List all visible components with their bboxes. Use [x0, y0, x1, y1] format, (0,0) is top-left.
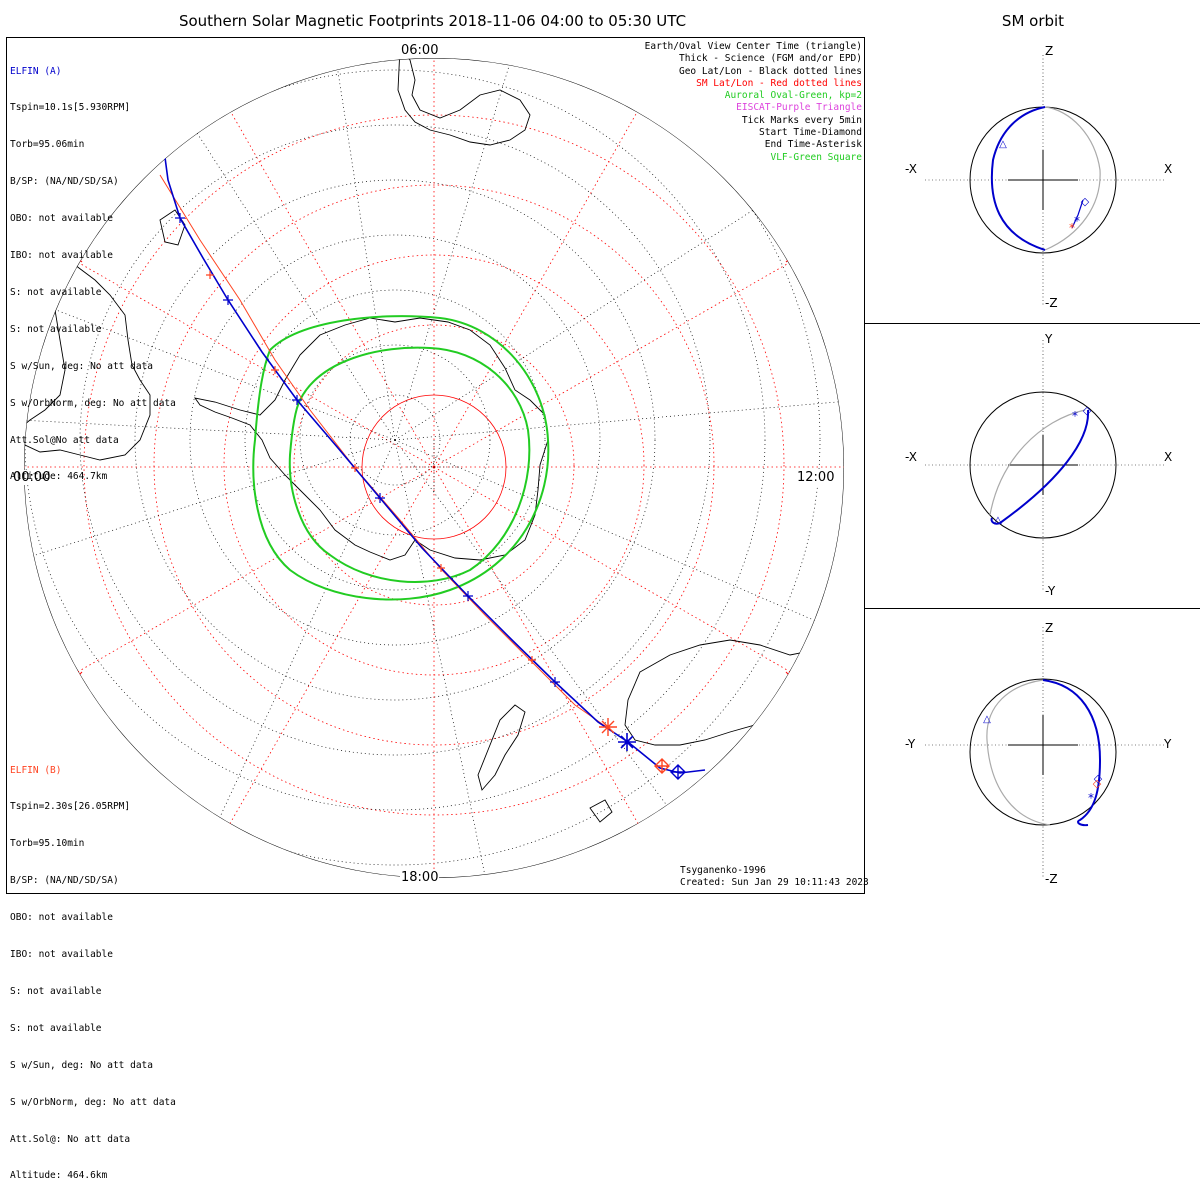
svg-text:△: △ [983, 714, 991, 725]
svg-text:◇: ◇ [1094, 772, 1103, 785]
orbit2-axis-bottom: -Y [1045, 584, 1056, 598]
elfin-a-ticks [175, 213, 560, 687]
elfin-b-line: Altitude: 464.6km [10, 1170, 108, 1182]
elfin-b-start-diamond [654, 758, 670, 774]
orbit3-axis-bottom: -Z [1045, 872, 1058, 886]
orbit2-axis-left: -X [905, 450, 917, 464]
legend-entry: Earth/Oval View Center Time (triangle) [644, 41, 862, 52]
elfin-b-name: ELFIN (B) [10, 764, 62, 776]
legend-entry: End Time-Asterisk [764, 139, 862, 151]
africa-coastline [397, 58, 531, 146]
geo-lat-circles [24, 58, 821, 866]
orbit2-axis-right: X [1164, 450, 1173, 464]
legend-entry: Tick Marks every 5min [741, 114, 862, 126]
hour-label-top: 06:00 [400, 43, 440, 58]
plot-title: Southern Solar Magnetic Footprints 2018-… [178, 12, 687, 30]
orbit3-axis-left: -Y [905, 737, 916, 751]
elfin-a-line: IBO: not available [10, 250, 113, 262]
antarctica-coastline [193, 317, 549, 561]
orbit-title: SM orbit [1001, 12, 1065, 30]
svg-text:◇: ◇ [1083, 404, 1092, 417]
orbit2-axis-top: Y [1045, 332, 1053, 346]
tasmania-coastline [589, 799, 613, 823]
elfin-a-line: Torb=95.06min [10, 139, 85, 151]
model-name: Tsyganenko-1996 [680, 865, 766, 876]
svg-text:◇: ◇ [1081, 195, 1090, 208]
svg-text:*: * [1074, 214, 1080, 228]
elfin-b-line: Torb=95.10min [10, 838, 85, 850]
elfin-b-line: S w/Sun, deg: No att data [10, 1059, 153, 1071]
center-mark [407, 440, 461, 494]
orbit-panel-xz: △ ◇ * * [925, 55, 1165, 305]
svg-text:*: * [1072, 409, 1078, 423]
svg-text:*: * [1069, 221, 1075, 235]
svg-text:*: * [1088, 791, 1094, 805]
elfin-b-ticks [206, 271, 536, 664]
credit-block: Tsyganenko-1996 Created: Sun Jan 29 10:1… [680, 865, 869, 890]
elfin-b-line: OBO: not available [10, 912, 113, 924]
elfin-a-line: S: not available [10, 286, 102, 298]
orbit1-axis-bottom: -Z [1045, 296, 1058, 310]
south-america-coastline [24, 249, 151, 461]
orbit3-axis-right: Y [1164, 737, 1172, 751]
orbit1-axis-left: -X [905, 162, 917, 176]
elfin-b-line: B/SP: (NA/ND/SD/SA) [10, 875, 119, 887]
elfin-b-line: S: not available [10, 985, 102, 997]
svg-text:△: △ [999, 139, 1007, 150]
elfin-a-line: Tspin=10.1s[5.930RPM] [10, 102, 131, 114]
elfin-b-line: IBO: not available [10, 949, 113, 961]
orbit-panel-yz: △ ◇ * ◇ [925, 627, 1165, 877]
elfin-a-line: B/SP: (NA/ND/SD/SA) [10, 176, 119, 188]
created-timestamp: Created: Sun Jan 29 10:11:43 2023 [680, 877, 869, 889]
legend-entry: EISCAT-Purple Triangle [736, 102, 862, 114]
elfin-a-line: S w/Sun, deg: No att data [10, 360, 153, 372]
hour-label-bottom: 18:00 [400, 870, 440, 885]
elfin-a-line: S w/OrbNorm, deg: No att data [10, 397, 176, 409]
svg-text:△: △ [994, 515, 1002, 526]
sm-lon-lines [24, 58, 844, 878]
elfin-b-line: Tspin=2.30s[26.05RPM] [10, 801, 131, 813]
orbit-panel-xy: * ◇ △ [925, 340, 1165, 590]
svg-text:◇: ◇ [1093, 777, 1102, 790]
elfin-a-name: ELFIN (A) [10, 65, 62, 77]
legend: Earth/Oval View Center Time (triangle) T… [645, 41, 862, 164]
legend-entry: Auroral Oval-Green, kp=2 [724, 90, 862, 102]
elfin-a-info: ELFIN (A) Tspin=10.1s[5.930RPM] Torb=95.… [10, 41, 176, 496]
orbit3-axis-top: Z [1045, 621, 1054, 635]
legend-entry: Start Time-Diamond [759, 127, 862, 139]
legend-entry: SM Lat/Lon - Red dotted lines [696, 77, 862, 89]
legend-entry: Geo Lat/Lon - Black dotted lines [678, 65, 862, 77]
elfin-b-line: S w/OrbNorm, deg: No att data [10, 1096, 176, 1108]
elfin-b-line: Att.Sol@: No att data [10, 1133, 131, 1145]
auroral-oval-inner [288, 346, 531, 583]
hour-label-right: 12:00 [796, 470, 836, 485]
elfin-b-info: ELFIN (B) Tspin=2.30s[26.05RPM] Torb=95.… [10, 740, 176, 1195]
legend-entry: VLF-Green Square [770, 151, 862, 163]
elfin-a-line: Att.Sol@No att data [10, 434, 119, 446]
elfin-a-line: Altitude: 464.7km [10, 471, 108, 483]
elfin-a-line: OBO: not available [10, 213, 113, 225]
legend-entry: Thick - Science (FGM and/or EPD) [678, 53, 862, 65]
elfin-a-end-asterisk [618, 733, 636, 751]
new-zealand-coastline [477, 704, 526, 791]
elfin-a-start-diamond [670, 764, 686, 780]
auroral-oval-outer [252, 315, 550, 601]
hour-label-left: 00:00 [12, 470, 52, 485]
elfin-b-line: S: not available [10, 1022, 102, 1034]
polar-footprint-map: △ ◇ * * * ◇ △ △ ◇ * ◇ [6, 37, 1200, 894]
elfin-b-end-asterisk [599, 718, 617, 736]
elfin-a-line: S: not available [10, 323, 102, 335]
orbit1-axis-top: Z [1045, 44, 1054, 58]
island-coastline [159, 209, 186, 246]
orbit1-axis-right: X [1164, 162, 1173, 176]
